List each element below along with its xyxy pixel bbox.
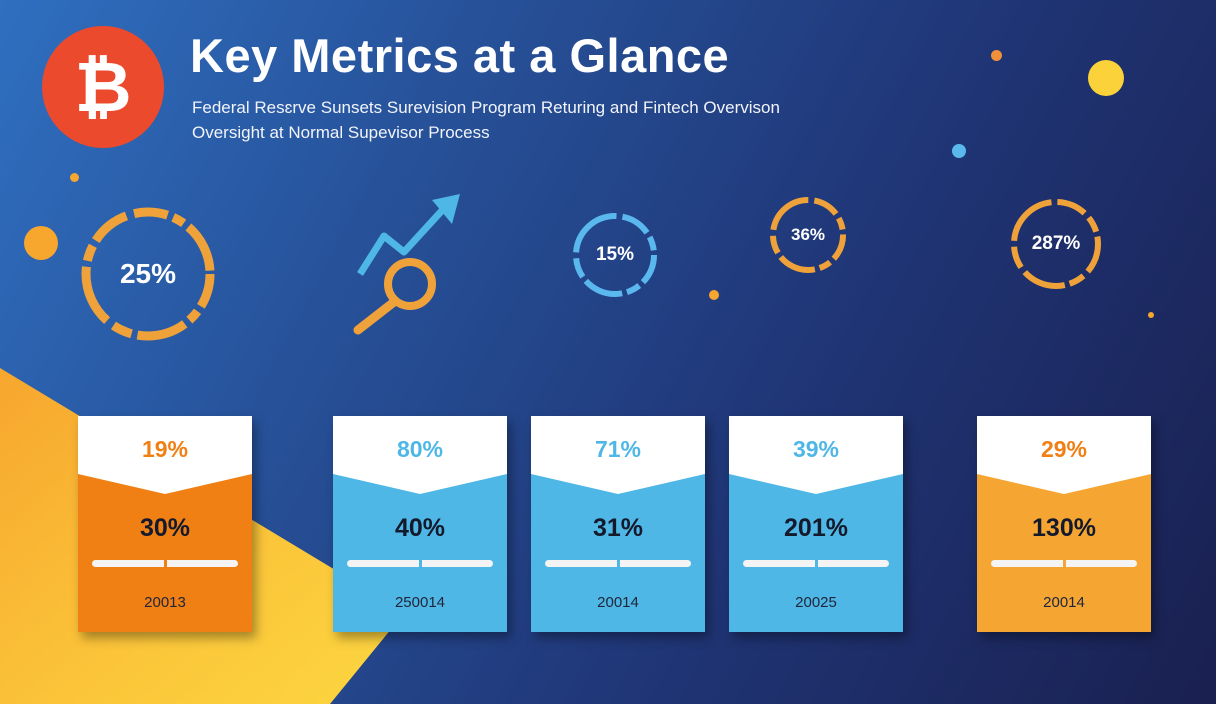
card-main-value: 130%: [1032, 514, 1096, 542]
card-main-value: 31%: [592, 514, 644, 542]
decor-dot: [70, 173, 79, 182]
decor-dot: [1148, 312, 1154, 318]
metric-card-3: 71% 31% 20014: [531, 416, 705, 632]
decor-dot: [991, 50, 1002, 61]
card-top-value: 71%: [594, 436, 642, 462]
card-main-value: 201%: [784, 514, 848, 542]
ring-gauge-3: [770, 197, 846, 273]
ring-gauge-1: [81, 207, 215, 341]
card-year: 20013: [144, 594, 186, 611]
page-title: Key Metrics at a Glance: [190, 29, 730, 82]
magnifier-growth-arrow-icon: [353, 194, 460, 335]
card-year: 20025: [795, 594, 837, 611]
card-top-value: 80%: [396, 436, 444, 462]
card-main-value: 40%: [394, 514, 446, 542]
decor-dot: [1088, 60, 1124, 96]
decor-dot: [24, 226, 58, 260]
card-year: 20014: [597, 594, 639, 611]
decor-dot: [709, 290, 719, 300]
card-top-value: 29%: [1040, 436, 1088, 462]
metric-card-2: 80% 40% 250014: [333, 416, 507, 632]
card-top-value: 39%: [792, 436, 840, 462]
card-year: 20014: [1043, 594, 1085, 611]
subtitle-line-2: Oversight at Normal Supevisor Process: [192, 123, 490, 142]
ring-label-4: 287%: [1031, 233, 1081, 254]
decor-dot: [952, 144, 966, 158]
ring-label-2: 15%: [595, 244, 635, 265]
ring-gauge-2: [573, 213, 657, 297]
ring-label-1: 25%: [119, 258, 177, 289]
metric-card-1: 19% 30% 20013: [78, 416, 252, 632]
subtitle-line-1: Federal Resɛrve Sunsets Surevision Progr…: [192, 98, 780, 117]
ring-label-3: 36%: [790, 225, 826, 244]
metric-card-5: 29% 130% 20014: [977, 416, 1151, 632]
ring-gauge-4: [1011, 199, 1101, 289]
metric-card-4: 39% 201% 20025: [729, 416, 903, 632]
card-top-value: 19%: [141, 436, 189, 462]
card-main-value: 30%: [139, 514, 191, 542]
card-year: 250014: [394, 594, 446, 611]
bitcoin-logo-icon: ₿: [42, 26, 164, 148]
